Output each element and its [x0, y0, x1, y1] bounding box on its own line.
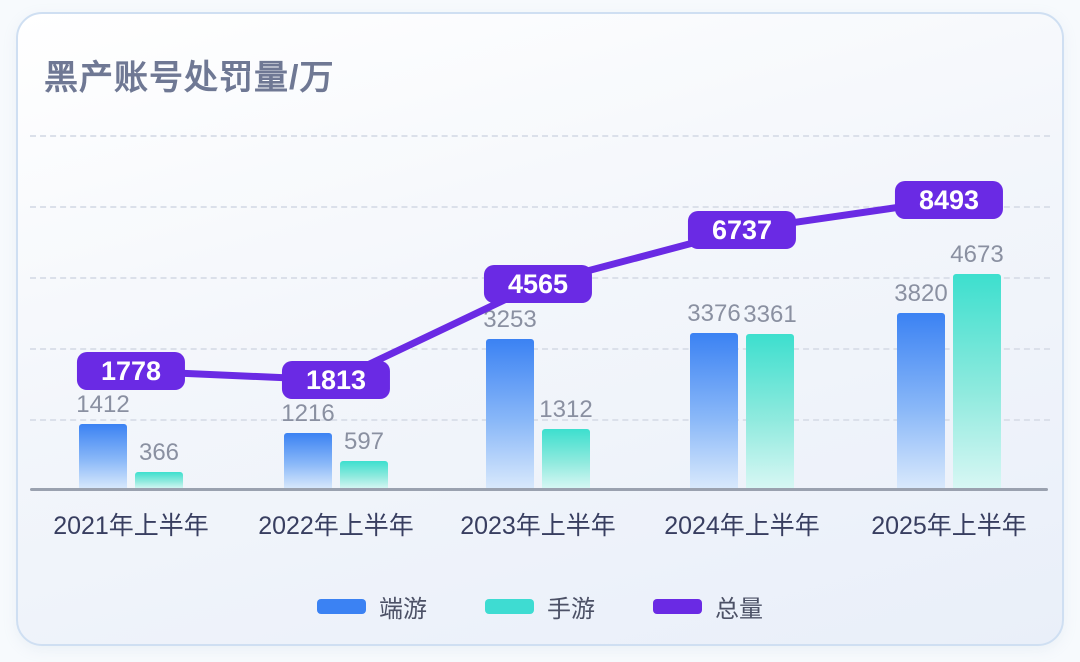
x-axis-label: 2022年上半年 [258, 512, 414, 540]
total-value-badge: 4565 [483, 265, 593, 303]
mobile-games-bar [746, 334, 794, 489]
mobile-games-swatch [485, 599, 534, 614]
mobile-games-value-label: 4673 [950, 241, 1004, 268]
total-value-badge: 1778 [76, 352, 186, 390]
x-axis-label: 2021年上半年 [53, 512, 209, 540]
mobile-games-value-label: 1312 [539, 396, 593, 423]
pc-games-value-label: 1216 [281, 400, 335, 427]
chart-title: 黑产账号处罚量/万 [44, 59, 335, 97]
x-axis-label: 2023年上半年 [460, 512, 616, 540]
legend-label-pc-games: 端游 [379, 596, 427, 623]
total-swatch [653, 599, 702, 614]
pc-games-value-label: 3253 [483, 306, 537, 333]
mobile-games-value-label: 366 [138, 439, 180, 466]
total-value-badge: 6737 [687, 211, 797, 249]
mobile-games-bar [135, 472, 183, 489]
mobile-games-bar [953, 274, 1001, 489]
mobile-games-value-label: 597 [343, 428, 385, 455]
gridline [30, 206, 1050, 208]
mobile-games-value-label: 3361 [743, 301, 797, 328]
pc-games-value-label: 3820 [894, 280, 948, 307]
gridline [30, 135, 1050, 137]
pc-games-bar [690, 333, 738, 489]
gridline [30, 348, 1050, 350]
gridline [30, 419, 1050, 421]
pc-games-swatch [317, 599, 366, 614]
pc-games-bar [284, 433, 332, 489]
legend-label-total: 总量 [715, 596, 763, 623]
pc-games-bar [486, 339, 534, 489]
legend-item-mobile-games: 手游 [485, 589, 595, 624]
total-value-badge: 8493 [894, 181, 1004, 219]
legend-label-mobile-games: 手游 [547, 596, 595, 623]
mobile-games-bar [340, 461, 388, 489]
x-axis-label: 2024年上半年 [664, 512, 820, 540]
x-axis-line [30, 488, 1048, 491]
chart-card [16, 12, 1064, 646]
pc-games-bar [79, 424, 127, 489]
pc-games-value-label: 3376 [687, 300, 741, 327]
pc-games-value-label: 1412 [76, 391, 130, 418]
legend-item-pc-games: 端游 [317, 589, 427, 624]
total-value-badge: 1813 [281, 361, 391, 399]
x-axis-label: 2025年上半年 [871, 512, 1027, 540]
chart-legend: 端游 手游 总量 [0, 589, 1080, 624]
pc-games-bar [897, 313, 945, 489]
mobile-games-bar [542, 429, 590, 489]
legend-item-total: 总量 [653, 589, 763, 624]
